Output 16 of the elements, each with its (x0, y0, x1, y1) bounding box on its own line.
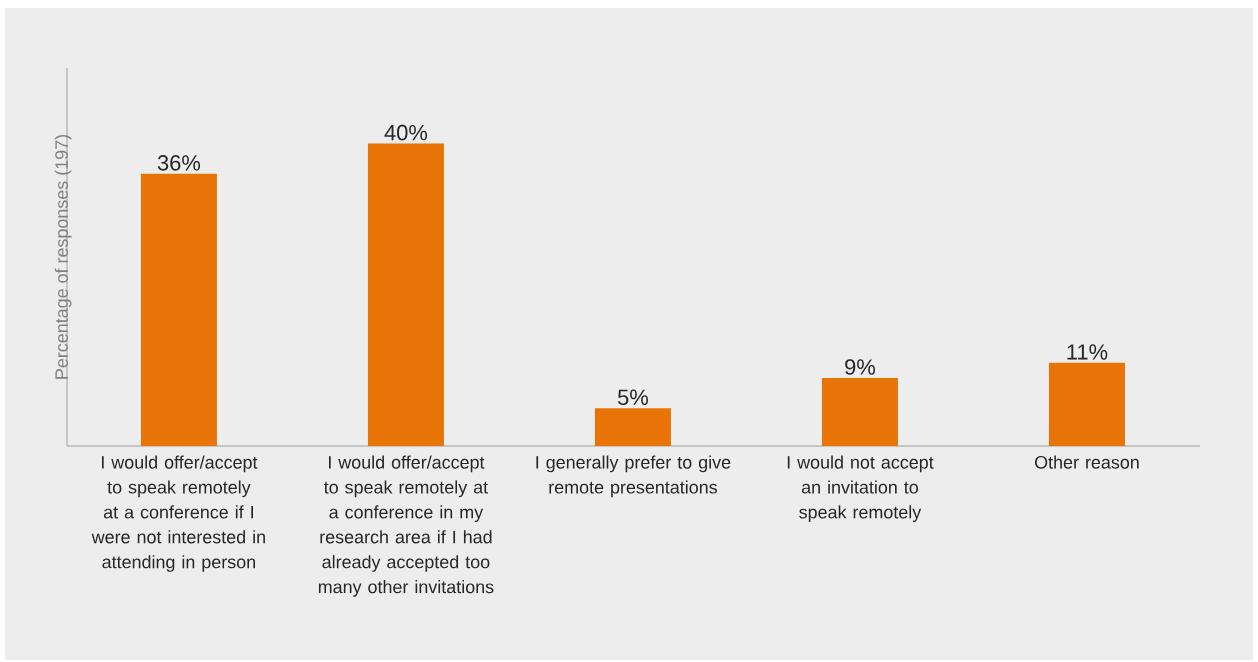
data-label: 5% (617, 389, 648, 405)
x-tick-label: I would offer/accept to speak remotely at a conference if I were not interested in attending in person (91, 455, 265, 572)
bar (367, 143, 444, 446)
bar (821, 377, 898, 446)
bar (1048, 362, 1125, 446)
bar (140, 173, 217, 446)
x-tick-label: I would not accept an invitation to speak remotely (787, 455, 934, 523)
x-tick-label: Other reason (1034, 455, 1139, 469)
data-label: 9% (845, 359, 875, 375)
bar (594, 408, 671, 446)
y-axis-title: Percentage of responses (197) (54, 135, 72, 379)
data-label: 36% (157, 155, 201, 171)
data-label: 40% (384, 124, 428, 141)
data-label: 11% (1067, 344, 1108, 360)
x-tick-label: I generally prefer to give remote presentations (536, 455, 731, 498)
x-tick-label: I would offer/accept to speak remotely at a conference in my research area if I had already accepted too many other invitations (318, 455, 494, 597)
